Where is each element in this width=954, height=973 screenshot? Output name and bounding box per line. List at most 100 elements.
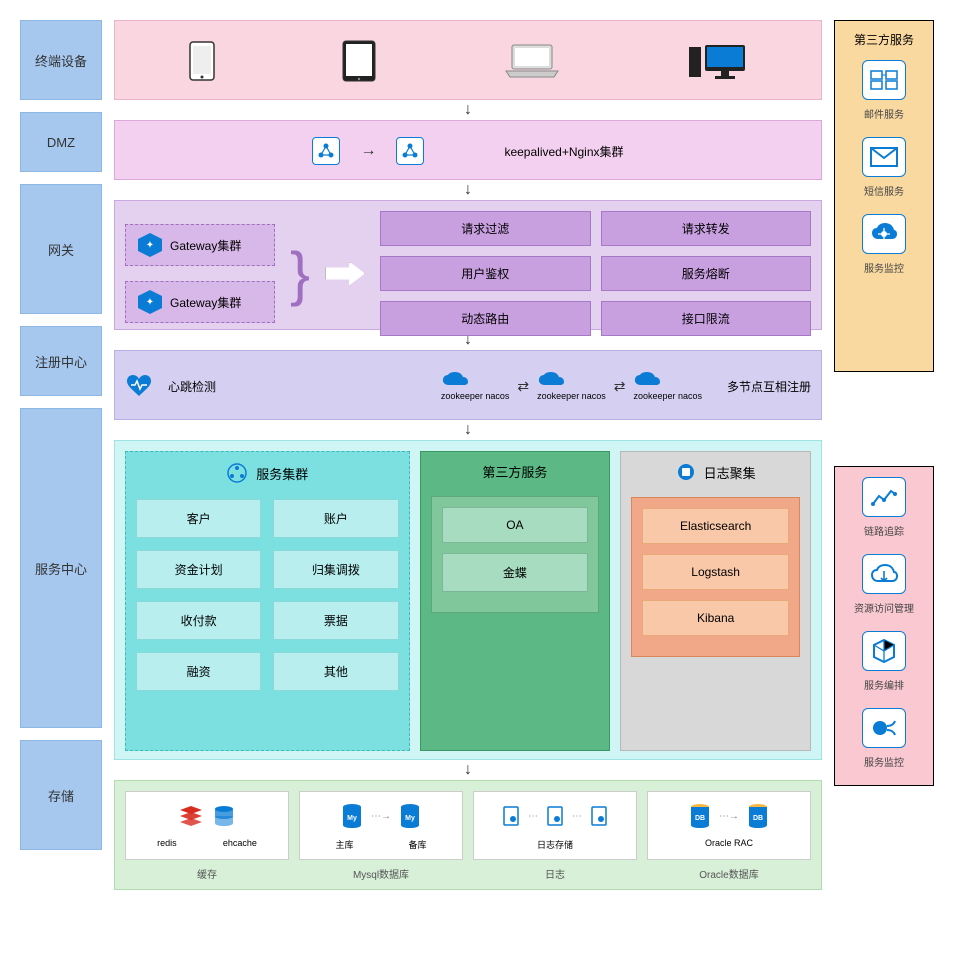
gateway-row: ✦ Gateway集群 ✦ Gateway集群 } 请求过滤 请求转发 用户鉴权… <box>114 200 822 330</box>
service-item: 客户 <box>136 499 261 538</box>
logfile-icon <box>590 805 608 827</box>
gateway-cluster-item: ✦ Gateway集群 <box>125 281 275 323</box>
resource-item: 资源访问管理 <box>845 554 923 615</box>
double-arrow-icon: ⇄ <box>614 378 626 395</box>
log-aggregate-box: 日志聚集 Elasticsearch Logstash Kibana <box>620 451 811 751</box>
oracle-db-icon: DB <box>747 803 769 829</box>
heartbeat-label: 心跳检测 <box>168 378 216 395</box>
hexagon-icon: ✦ <box>138 233 162 257</box>
third-party-title: 第三方服务 <box>482 462 547 481</box>
brace-icon: } <box>290 234 310 314</box>
log-icon <box>676 462 696 482</box>
registry-row: 心跳检测 zookeeper nacos ⇄ zookeeper <box>114 350 822 420</box>
svg-text:DB: DB <box>753 815 763 822</box>
service-item: 资金计划 <box>136 550 261 589</box>
ops-panel: 链路追踪 资源访问管理 服务编排 服务监控 <box>834 466 934 786</box>
gateway-cluster-item: ✦ Gateway集群 <box>125 224 275 266</box>
third-party-panel: 第三方服务 邮件服务 短信服务 服务监控 <box>834 20 934 372</box>
zookeeper-node: zookeeper nacos <box>537 371 606 401</box>
nginx-node-icon <box>312 137 340 165</box>
mail-service-item: 邮件服务 <box>845 60 923 121</box>
phone-icon <box>189 41 215 81</box>
desktop-icon <box>687 41 747 81</box>
storage-bottom-label: Mysql数据库 <box>299 866 463 881</box>
label-storage: 存储 <box>20 740 102 850</box>
ehcache-icon <box>212 804 236 828</box>
svg-text:DB: DB <box>695 815 705 822</box>
service-center-row: 服务集群 客户 账户 资金计划 归集调拨 收付款 票据 融资 其他 第三方服务 <box>114 440 822 760</box>
sms-service-item: 短信服务 <box>845 137 923 198</box>
service-item: 其他 <box>273 652 398 691</box>
zookeeper-node: zookeeper nacos <box>633 371 702 401</box>
label-dmz: DMZ <box>20 112 102 172</box>
gateway-feature: 动态路由 <box>380 301 590 336</box>
orchestration-icon <box>862 631 906 671</box>
arrow-down-icon: ↓ <box>114 180 822 200</box>
monitor-service-icon <box>862 214 906 254</box>
storage-bottom-label: 缓存 <box>125 866 289 881</box>
devices-row <box>114 20 822 100</box>
storage-bottom-label: Oracle数据库 <box>647 866 811 881</box>
laptop-icon <box>504 43 560 79</box>
service-item: 融资 <box>136 652 261 691</box>
redis-icon <box>178 804 204 828</box>
mail-service-icon <box>862 60 906 100</box>
gateway-cluster-label: Gateway集群 <box>170 237 241 254</box>
big-arrow-icon <box>325 262 365 286</box>
tablet-icon <box>342 40 376 82</box>
gateway-cluster-label: Gateway集群 <box>170 294 241 311</box>
trace-icon <box>862 477 906 517</box>
log-item: Logstash <box>642 554 789 590</box>
storage-bottom-label: 日志 <box>473 866 637 881</box>
arrow-down-icon: ↓ <box>114 760 822 780</box>
label-service-center: 服务中心 <box>20 408 102 728</box>
third-party-panel-title: 第三方服务 <box>845 31 923 48</box>
heartbeat-icon <box>125 372 153 400</box>
cluster-icon <box>226 462 248 484</box>
nginx-node-icon <box>396 137 424 165</box>
storage-mysql-group: My ⋯→ My 主库备库 <box>299 791 463 860</box>
logfile-icon <box>546 805 564 827</box>
hexagon-icon: ✦ <box>138 290 162 314</box>
log-item: Elasticsearch <box>642 508 789 544</box>
gateway-feature: 请求过滤 <box>380 211 590 246</box>
third-party-item: OA <box>442 507 589 543</box>
service-item: 票据 <box>273 601 398 640</box>
storage-row: redisehcache My ⋯→ My 主库备库 ⋯ ⋯ <box>114 780 822 890</box>
gateway-feature: 服务熔断 <box>601 256 811 291</box>
arrow-down-icon: ↓ <box>114 420 822 440</box>
cluster-title: 服务集群 <box>256 464 308 483</box>
orchestration-item: 服务编排 <box>845 631 923 692</box>
mysql-slave-icon: My <box>399 803 421 829</box>
svg-text:My: My <box>405 815 415 822</box>
resource-icon <box>862 554 906 594</box>
log-title: 日志聚集 <box>704 463 756 482</box>
center-column: ↓ → keepalived+Nginx集群 ↓ ✦ Gat <box>114 20 822 890</box>
sms-service-icon <box>862 137 906 177</box>
arrow-right-icon: → <box>360 142 376 160</box>
label-devices: 终端设备 <box>20 20 102 100</box>
right-column: 第三方服务 邮件服务 短信服务 服务监控 <box>834 20 934 890</box>
trace-item: 链路追踪 <box>845 477 923 538</box>
service-item: 账户 <box>273 499 398 538</box>
service-item: 归集调拨 <box>273 550 398 589</box>
architecture-diagram: 终端设备 DMZ 网关 注册中心 服务中心 存储 <box>20 20 934 890</box>
cloud-icon <box>441 371 469 391</box>
cloud-icon <box>633 371 661 391</box>
dmz-row: → keepalived+Nginx集群 <box>114 120 822 180</box>
dmz-label: keepalived+Nginx集群 <box>504 143 623 160</box>
left-label-column: 终端设备 DMZ 网关 注册中心 服务中心 存储 <box>20 20 102 890</box>
zookeeper-node: zookeeper nacos <box>441 371 510 401</box>
multi-register-label: 多节点互相注册 <box>727 378 811 395</box>
storage-oracle-group: DB ⋯→ DB Oracle RAC <box>647 791 811 860</box>
cloud-icon <box>537 371 565 391</box>
gateway-feature: 用户鉴权 <box>380 256 590 291</box>
monitor2-icon <box>862 708 906 748</box>
third-party-item: 金蝶 <box>442 553 589 592</box>
mysql-master-icon: My <box>341 803 363 829</box>
arrow-down-icon: ↓ <box>114 100 822 120</box>
monitor-service-item: 服务监控 <box>845 214 923 275</box>
storage-log-group: ⋯ ⋯ 日志存储 <box>473 791 637 860</box>
third-party-box: 第三方服务 OA 金蝶 <box>420 451 611 751</box>
gateway-feature: 接口限流 <box>601 301 811 336</box>
